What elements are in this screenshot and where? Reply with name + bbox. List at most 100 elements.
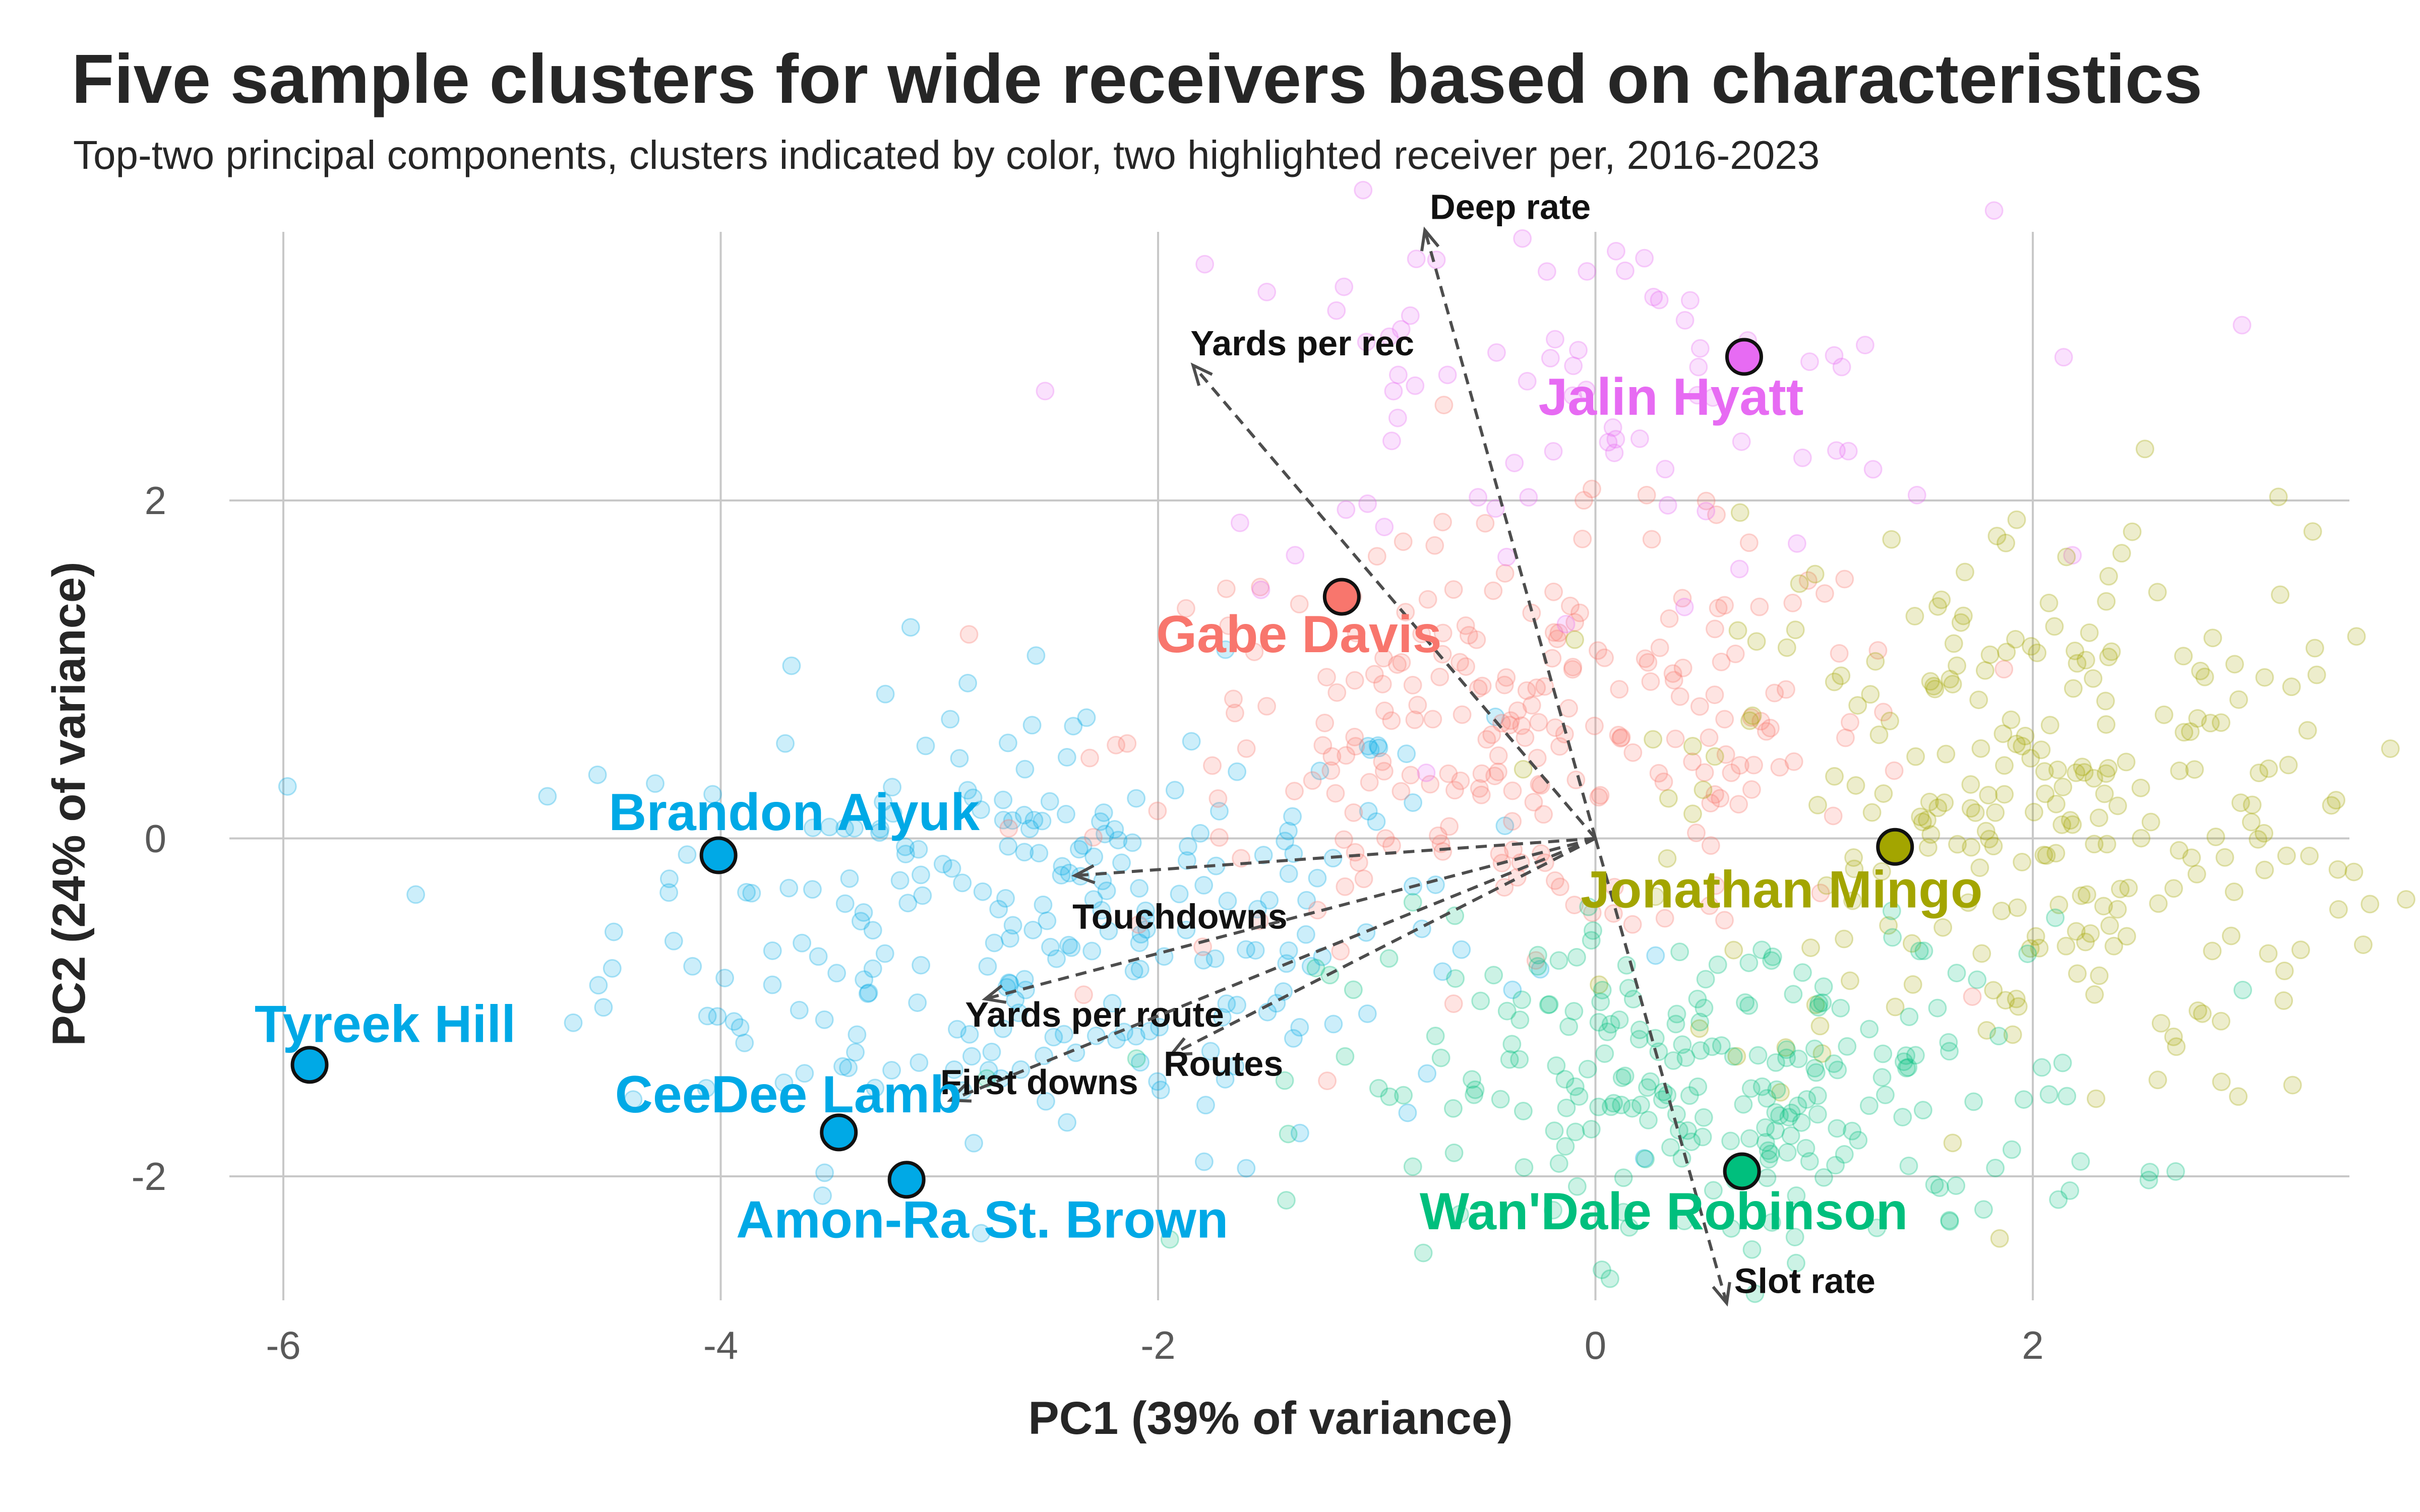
background-point: [1740, 711, 1760, 730]
background-point: [1502, 1035, 1522, 1054]
background-point: [1044, 1028, 1063, 1047]
background-point: [2099, 566, 2118, 586]
background-point: [1705, 685, 1724, 705]
background-point: [1237, 1159, 1256, 1178]
background-point: [1127, 1049, 1146, 1068]
background-point: [1705, 747, 1724, 766]
background-point: [1566, 1122, 1585, 1142]
background-point: [1559, 1017, 1579, 1036]
background-point: [1074, 985, 1093, 1004]
background-point: [2007, 734, 2026, 753]
background-point: [1690, 1013, 1710, 1032]
background-point: [2049, 1190, 2068, 1209]
background-point: [2072, 886, 2091, 905]
background-point: [589, 976, 608, 995]
background-point: [1123, 833, 1142, 852]
background-point: [964, 1133, 983, 1153]
background-point: [1781, 1126, 1800, 1145]
background-point: [1513, 229, 1532, 248]
background-point: [2046, 908, 2065, 927]
background-point: [1382, 431, 1401, 451]
background-point: [1762, 1213, 1781, 1232]
background-point: [1375, 701, 1394, 720]
background-point: [1800, 1152, 1819, 1171]
background-point: [1195, 255, 1215, 274]
background-point: [1500, 1050, 1519, 1069]
background-point: [1666, 1015, 1685, 1034]
background-point: [2057, 547, 2076, 566]
background-point: [1688, 1077, 1708, 1096]
background-point: [1426, 1027, 1445, 1046]
background-point: [854, 903, 873, 922]
background-point: [2154, 705, 2173, 724]
highlighted-player-point: [290, 1046, 329, 1084]
background-point: [1980, 645, 2000, 664]
background-point: [624, 1090, 643, 1109]
background-point: [1642, 530, 1661, 549]
background-point: [876, 684, 895, 704]
highlighted-player-point: [699, 836, 738, 874]
background-point: [1492, 714, 1511, 733]
background-point: [1471, 991, 1490, 1011]
background-point: [913, 886, 932, 905]
background-point: [1250, 911, 1269, 930]
background-point: [1497, 547, 1516, 566]
background-point: [1296, 925, 1315, 944]
background-point: [979, 1061, 998, 1080]
background-point: [1639, 653, 1658, 672]
gridlines: [229, 232, 2349, 1300]
background-point: [1984, 981, 2003, 1000]
background-point: [2307, 665, 2326, 684]
background-point: [1148, 801, 1167, 821]
background-point: [1920, 792, 1939, 811]
background-point: [1556, 614, 1576, 634]
background-point: [1388, 408, 1407, 427]
background-point: [1345, 727, 1364, 746]
background-point: [996, 889, 1015, 908]
background-point: [1786, 620, 1805, 640]
background-point: [1995, 785, 2014, 804]
loading-vector-arrowhead: [1071, 864, 1096, 885]
background-point: [2215, 848, 2234, 867]
background-point: [1880, 712, 1899, 731]
background-point: [1663, 664, 1682, 683]
background-point: [1219, 616, 1238, 635]
background-point: [1740, 1129, 1759, 1148]
background-point: [2201, 714, 2220, 733]
background-point: [1748, 1046, 1768, 1065]
background-point: [960, 1025, 979, 1044]
background-point: [1606, 241, 1625, 261]
background-point: [1688, 386, 1707, 405]
background-point: [2084, 769, 2103, 788]
background-point: [1290, 1123, 1309, 1143]
background-point: [2108, 900, 2127, 919]
background-point: [1839, 442, 1858, 461]
background-point: [835, 894, 855, 913]
background-point: [896, 845, 915, 864]
background-point: [2229, 1087, 2248, 1106]
background-point: [1706, 876, 1725, 895]
background-point: [1346, 843, 1365, 862]
background-point: [911, 865, 930, 885]
background-point: [1813, 993, 1832, 1012]
background-point: [2007, 510, 2026, 529]
background-point: [1742, 780, 1761, 799]
background-point: [1763, 947, 1782, 966]
background-point: [2300, 846, 2319, 865]
background-point: [1805, 1058, 1825, 1078]
background-point: [1604, 1094, 1623, 1113]
background-point: [2119, 878, 2138, 898]
background-point: [1914, 941, 1933, 961]
background-point: [1959, 893, 1978, 912]
background-point: [1678, 1121, 1697, 1140]
background-point: [1777, 638, 1796, 657]
background-point: [1073, 836, 1093, 855]
background-point: [1832, 666, 1851, 685]
background-point: [1727, 1047, 1746, 1066]
background-point: [1703, 388, 1722, 407]
background-point: [1787, 534, 1806, 553]
background-point: [2014, 1090, 2033, 1109]
background-point: [1452, 940, 1471, 959]
background-point: [1466, 1080, 1485, 1099]
background-point: [1996, 991, 2015, 1010]
